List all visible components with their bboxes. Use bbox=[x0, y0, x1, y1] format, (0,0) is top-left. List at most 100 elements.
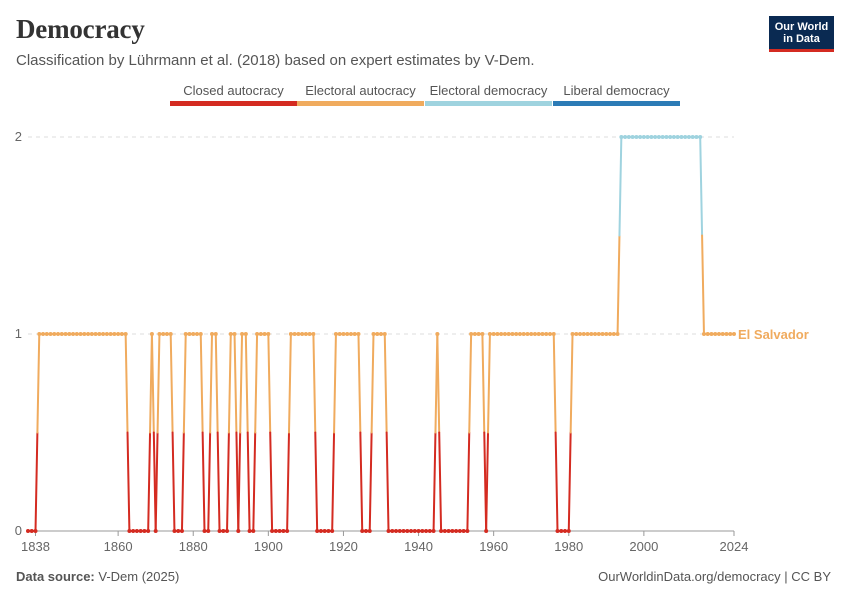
line-seg-1838-a bbox=[34, 431, 39, 532]
y-tick-label-2: 2 bbox=[15, 129, 22, 144]
point-1843 bbox=[52, 332, 57, 336]
point-1858 bbox=[108, 332, 113, 336]
line-seg-1900-b bbox=[269, 431, 274, 532]
line-seg-1862-a bbox=[124, 333, 129, 434]
point-1874 bbox=[168, 332, 173, 336]
series-label-el-salvador: El Salvador bbox=[738, 327, 809, 342]
point-1967 bbox=[517, 332, 522, 336]
point-1942 bbox=[424, 529, 429, 533]
point-2004 bbox=[656, 135, 661, 139]
point-1917 bbox=[330, 529, 335, 533]
x-tick-label-1860: 1860 bbox=[104, 539, 133, 554]
line-seg-1976-a bbox=[552, 333, 557, 434]
owid-logo[interactable]: Our World in Data bbox=[769, 16, 834, 52]
line-seg-1993-b bbox=[618, 136, 623, 237]
point-1882 bbox=[198, 332, 203, 336]
line-seg-1931-b bbox=[385, 431, 390, 532]
point-2002 bbox=[649, 135, 654, 139]
line-seg-1924-a bbox=[357, 333, 362, 434]
logo-line-1: Our World bbox=[774, 21, 829, 33]
point-1971 bbox=[532, 332, 537, 336]
point-1965 bbox=[510, 332, 515, 336]
line-seg-1877-a bbox=[180, 431, 185, 532]
point-2008 bbox=[671, 135, 676, 139]
point-1869 bbox=[149, 332, 154, 336]
point-1857 bbox=[104, 332, 109, 336]
legend-item-electoral-democracy[interactable]: Electoral democracy bbox=[425, 83, 552, 107]
point-1949 bbox=[450, 529, 455, 533]
line-seg-1886-b bbox=[216, 431, 221, 532]
point-1892 bbox=[236, 529, 241, 533]
point-1900 bbox=[266, 332, 271, 336]
point-1956 bbox=[476, 332, 481, 336]
point-1975 bbox=[547, 332, 552, 336]
point-1916 bbox=[326, 529, 331, 533]
point-1992 bbox=[611, 332, 616, 336]
point-1988 bbox=[596, 332, 601, 336]
point-1883 bbox=[202, 529, 207, 533]
point-1864 bbox=[131, 529, 136, 533]
line-seg-1869-a bbox=[150, 333, 155, 434]
point-1999 bbox=[638, 135, 643, 139]
point-1838 bbox=[33, 529, 38, 533]
line-seg-1980-a bbox=[567, 431, 572, 532]
point-1920 bbox=[341, 332, 346, 336]
point-1959 bbox=[487, 332, 492, 336]
y-axis-ticks: 0 1 2 bbox=[15, 129, 22, 538]
point-2003 bbox=[653, 135, 658, 139]
point-1839 bbox=[37, 332, 42, 336]
point-1984 bbox=[581, 332, 586, 336]
line-seg-1882-a bbox=[199, 333, 204, 434]
point-1860 bbox=[116, 332, 121, 336]
legend-swatch-liberal-democracy bbox=[553, 101, 680, 106]
point-1836 bbox=[26, 529, 30, 533]
point-1934 bbox=[394, 529, 399, 533]
point-1859 bbox=[112, 332, 117, 336]
point-1929 bbox=[375, 332, 380, 336]
line-seg-1874-b bbox=[171, 431, 176, 532]
point-1944 bbox=[431, 529, 436, 533]
line-seg-1905-a bbox=[286, 431, 290, 532]
point-1880 bbox=[191, 332, 196, 336]
point-1936 bbox=[401, 529, 406, 533]
point-1873 bbox=[164, 332, 169, 336]
point-2022 bbox=[724, 332, 729, 336]
line-seg-1886-a bbox=[214, 333, 219, 434]
legend-item-closed-autocracy[interactable]: Closed autocracy bbox=[170, 83, 297, 107]
x-tick-label-1880: 1880 bbox=[179, 539, 208, 554]
chart-subtitle: Classification by Lührmann et al. (2018)… bbox=[16, 52, 535, 69]
legend-item-electoral-autocracy[interactable]: Electoral autocracy bbox=[297, 83, 424, 107]
line-seg-1953-b bbox=[468, 333, 473, 434]
point-1840 bbox=[41, 332, 46, 336]
footer-url[interactable]: OurWorldinData.org/democracy | CC BY bbox=[598, 569, 831, 584]
point-1887 bbox=[217, 529, 222, 533]
legend-swatch-electoral-autocracy bbox=[297, 101, 424, 106]
point-1852 bbox=[86, 332, 91, 336]
line-seg-1877-b bbox=[182, 333, 187, 434]
line-seg-1838-b bbox=[36, 333, 41, 434]
point-1945 bbox=[435, 332, 440, 336]
point-1918 bbox=[333, 332, 338, 336]
point-1962 bbox=[499, 332, 504, 336]
point-1932 bbox=[386, 529, 391, 533]
point-1969 bbox=[525, 332, 530, 336]
line-seg-1927-a bbox=[368, 431, 373, 532]
point-1995 bbox=[623, 135, 628, 139]
line-seg-1892-a bbox=[237, 431, 242, 532]
point-1972 bbox=[536, 332, 541, 336]
logo-line-2: in Data bbox=[783, 33, 820, 45]
line-seg-1891-a bbox=[233, 333, 238, 434]
point-1896 bbox=[251, 529, 256, 533]
point-1943 bbox=[427, 529, 432, 533]
legend-item-liberal-democracy[interactable]: Liberal democracy bbox=[553, 83, 680, 107]
point-2021 bbox=[720, 332, 725, 336]
point-1950 bbox=[454, 529, 459, 533]
line-seg-1958-a bbox=[485, 431, 490, 532]
point-2013 bbox=[690, 135, 695, 139]
point-1914 bbox=[318, 529, 323, 533]
line-seg-1958-b bbox=[487, 333, 491, 434]
source-value[interactable]: V-Dem (2025) bbox=[98, 569, 180, 584]
point-1981 bbox=[570, 332, 575, 336]
point-1968 bbox=[521, 332, 526, 336]
